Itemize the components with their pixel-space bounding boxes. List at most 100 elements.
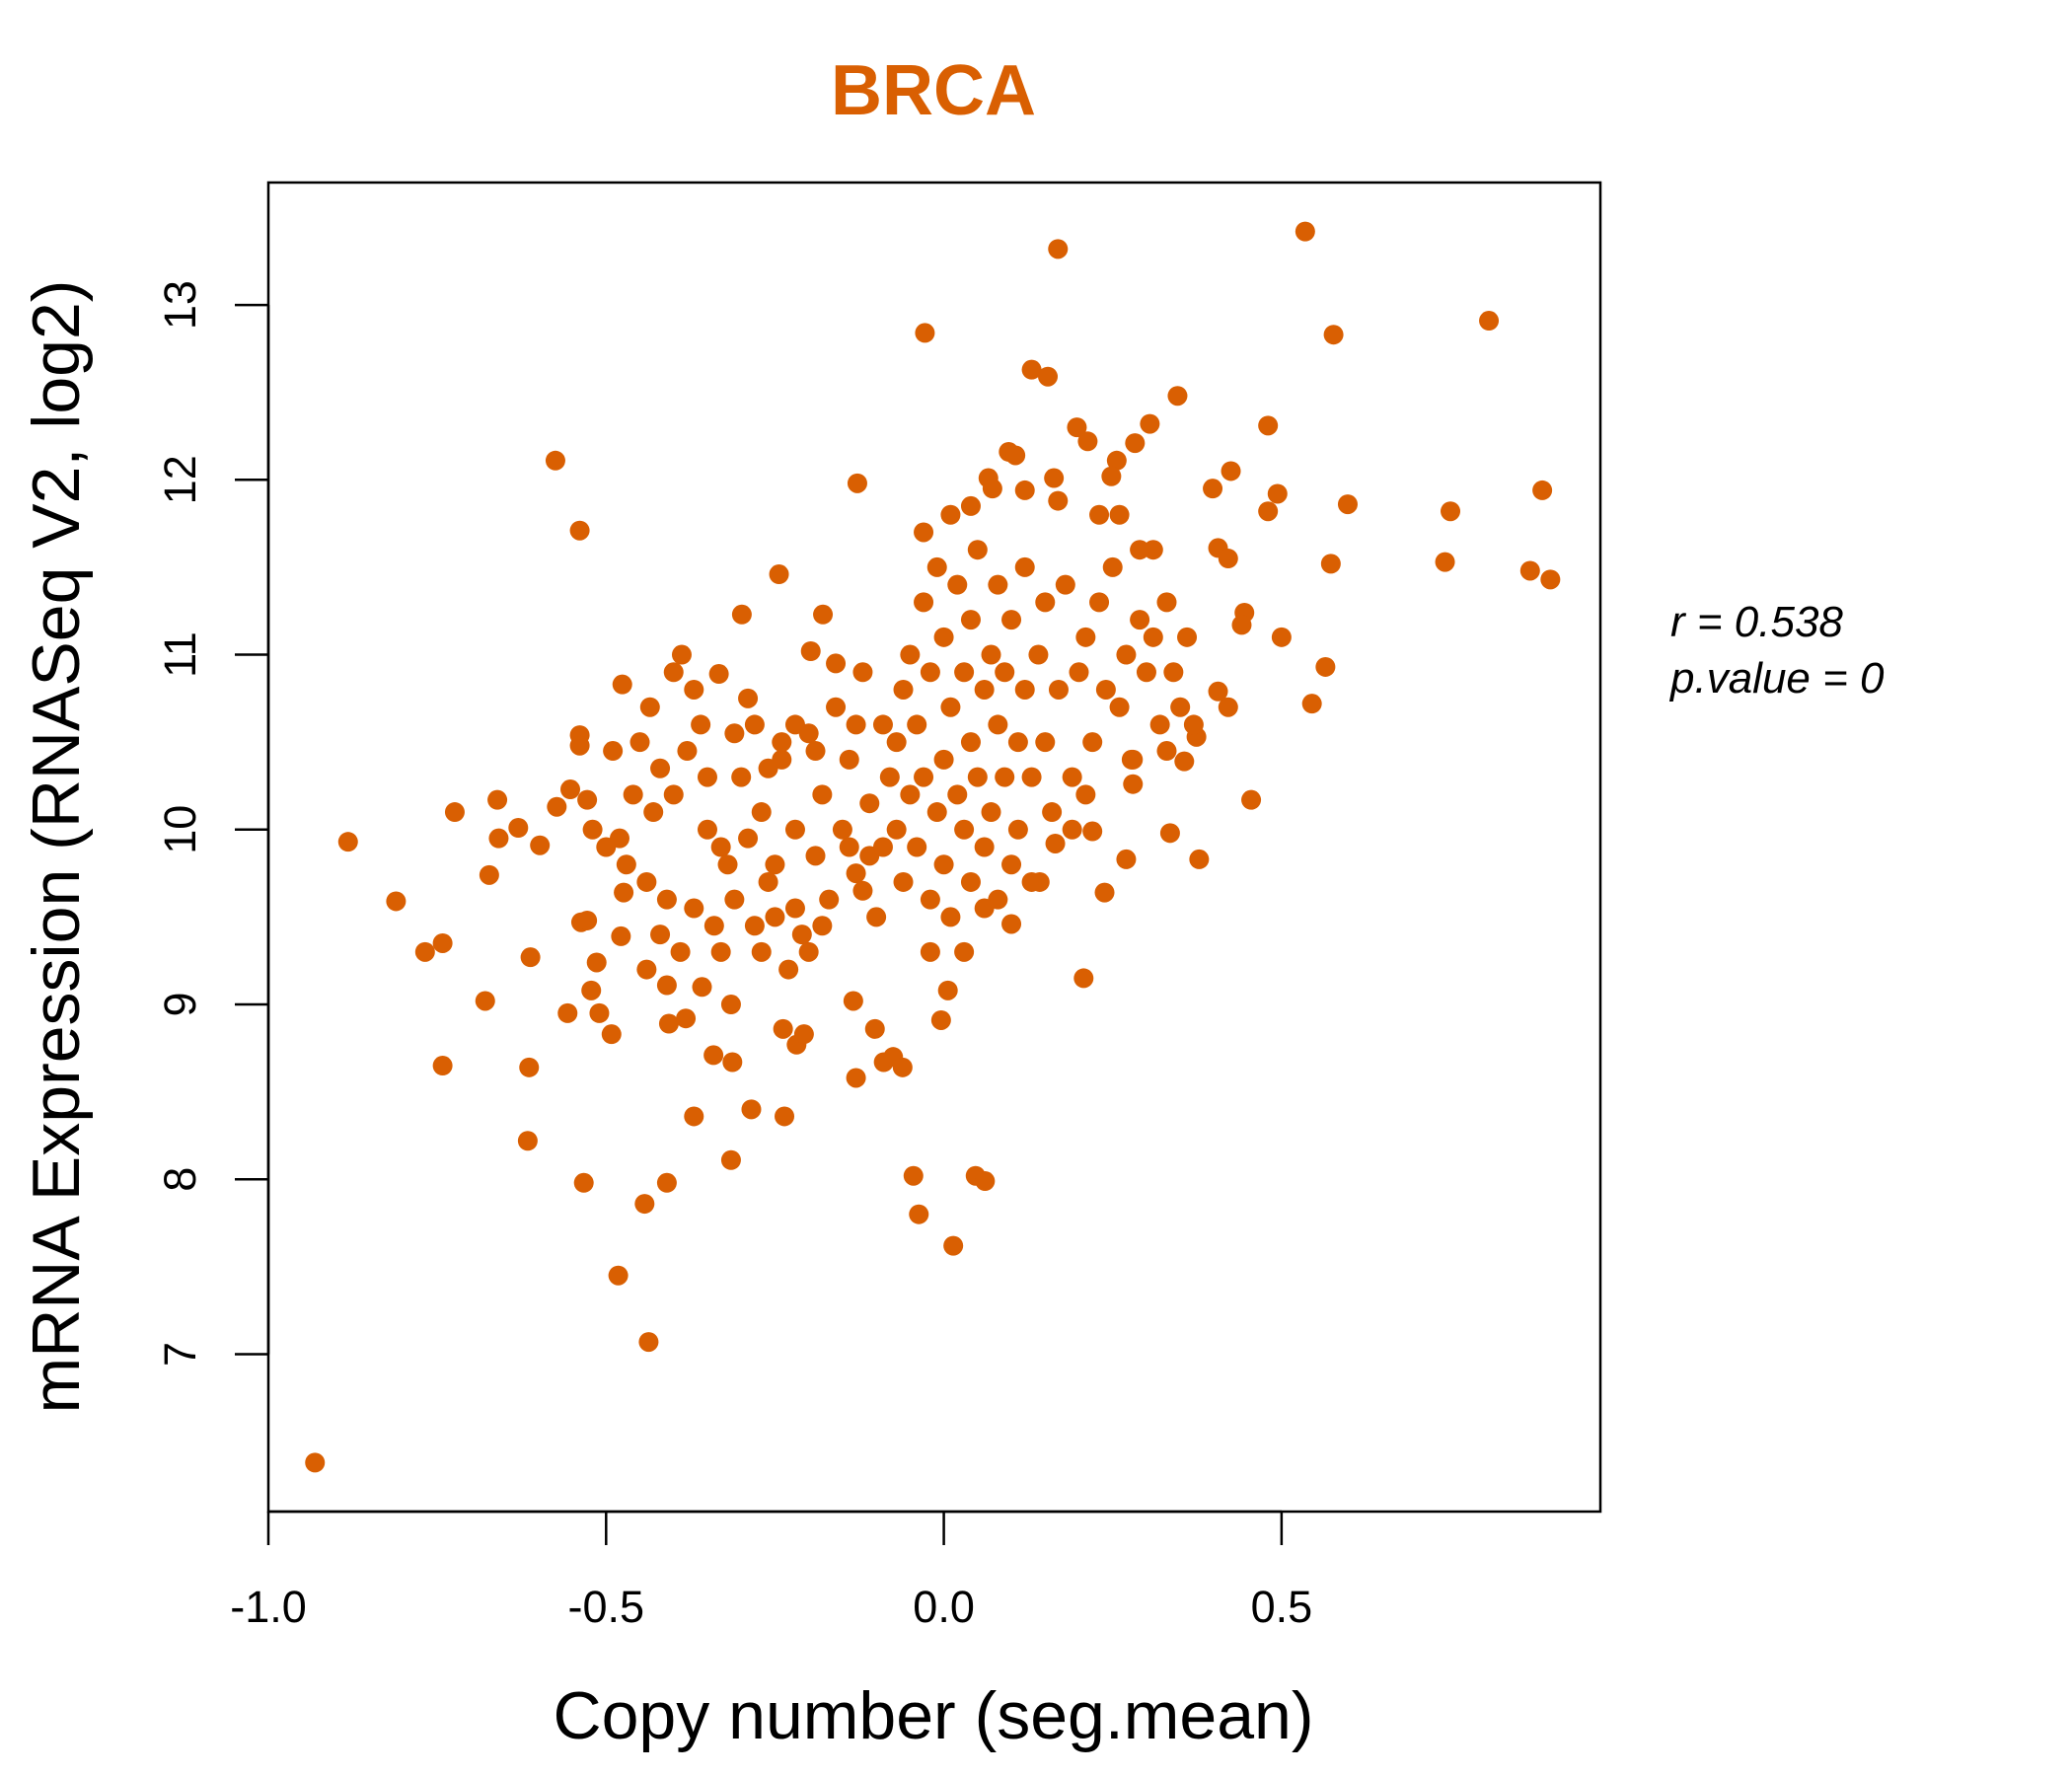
data-point [684, 898, 704, 919]
data-point [800, 640, 821, 661]
data-point [658, 1013, 679, 1034]
correlation-r: r = 0.538 [1670, 598, 1843, 646]
data-point [663, 784, 684, 805]
data-point [722, 1052, 743, 1073]
x-axis: -1.0 -0.5 0.0 0.5 [230, 1510, 1313, 1632]
data-point [1177, 627, 1198, 647]
data-point [960, 610, 981, 630]
data-point [1143, 540, 1163, 560]
data-point [1315, 656, 1336, 677]
data-point [1038, 366, 1059, 387]
data-point [981, 644, 1001, 665]
data-point [975, 1171, 996, 1192]
data-point [738, 828, 759, 849]
data-point [520, 947, 541, 968]
data-point [769, 564, 789, 585]
data-point [677, 741, 698, 762]
data-point [1258, 415, 1279, 436]
data-point [775, 1106, 795, 1127]
data-point [305, 1452, 326, 1473]
data-point [1156, 741, 1177, 762]
data-point [954, 662, 975, 683]
data-point [765, 907, 785, 927]
data-point [1163, 662, 1184, 683]
data-point [1136, 662, 1156, 683]
data-point [1101, 466, 1122, 486]
data-point [577, 789, 598, 810]
data-point [974, 837, 995, 857]
data-point [487, 789, 508, 810]
data-point [843, 991, 863, 1011]
data-point [751, 802, 772, 823]
data-point [791, 925, 812, 945]
data-point [832, 819, 852, 840]
data-point [772, 732, 792, 753]
data-point [1221, 461, 1241, 481]
data-point [1077, 431, 1098, 452]
data-point [697, 819, 717, 840]
data-point [656, 975, 677, 996]
data-point [765, 854, 785, 875]
data-point [1532, 480, 1553, 500]
data-point [638, 1332, 659, 1353]
data-point [758, 871, 778, 892]
data-point [614, 882, 634, 903]
data-point [623, 784, 643, 805]
data-point [914, 522, 934, 543]
data-point [920, 662, 940, 683]
x-tick-label: 0.5 [1251, 1582, 1313, 1632]
y-tick-label: 12 [155, 455, 205, 504]
data-point [866, 907, 887, 927]
data-point [852, 880, 873, 901]
data-point [1170, 697, 1191, 717]
data-point [724, 889, 745, 910]
data-point [879, 767, 900, 787]
data-point [1035, 732, 1056, 753]
data-point [920, 941, 940, 962]
data-point [1130, 540, 1150, 560]
data-point [1095, 679, 1116, 700]
data-point [839, 749, 859, 770]
y-tick-label: 7 [155, 1342, 205, 1367]
data-point [995, 767, 1015, 787]
data-point [974, 679, 995, 700]
data-point [612, 674, 632, 695]
data-point [1241, 789, 1262, 810]
data-point [947, 784, 968, 805]
y-tick-label: 10 [155, 805, 205, 854]
data-point [1125, 433, 1146, 454]
p-value: p.value = 0 [1668, 654, 1885, 703]
points-layer [305, 221, 1561, 1473]
data-point [933, 854, 954, 875]
data-point [892, 1057, 913, 1077]
data-point [1123, 749, 1144, 770]
data-point [947, 574, 968, 595]
data-point [671, 644, 692, 665]
data-point [872, 714, 893, 735]
data-point [954, 941, 975, 962]
data-point [907, 837, 927, 857]
data-point [1005, 445, 1026, 466]
data-point [1094, 882, 1115, 903]
data-point [981, 802, 1001, 823]
data-point [1183, 714, 1204, 735]
data-point [812, 916, 833, 936]
data-point [793, 1024, 814, 1045]
data-point [692, 977, 712, 998]
data-point [1044, 468, 1065, 488]
data-point [569, 735, 590, 756]
data-point [893, 679, 914, 700]
data-point [954, 819, 975, 840]
data-point [886, 819, 907, 840]
data-point [1001, 854, 1022, 875]
data-point [1479, 311, 1500, 332]
data-point [547, 796, 567, 817]
data-point [582, 819, 603, 840]
x-tick-label: -0.5 [568, 1582, 645, 1632]
data-point [1106, 450, 1127, 471]
data-point [798, 941, 819, 962]
data-point [784, 714, 805, 735]
data-point [545, 450, 565, 471]
data-point [744, 916, 765, 936]
data-point [988, 574, 1008, 595]
